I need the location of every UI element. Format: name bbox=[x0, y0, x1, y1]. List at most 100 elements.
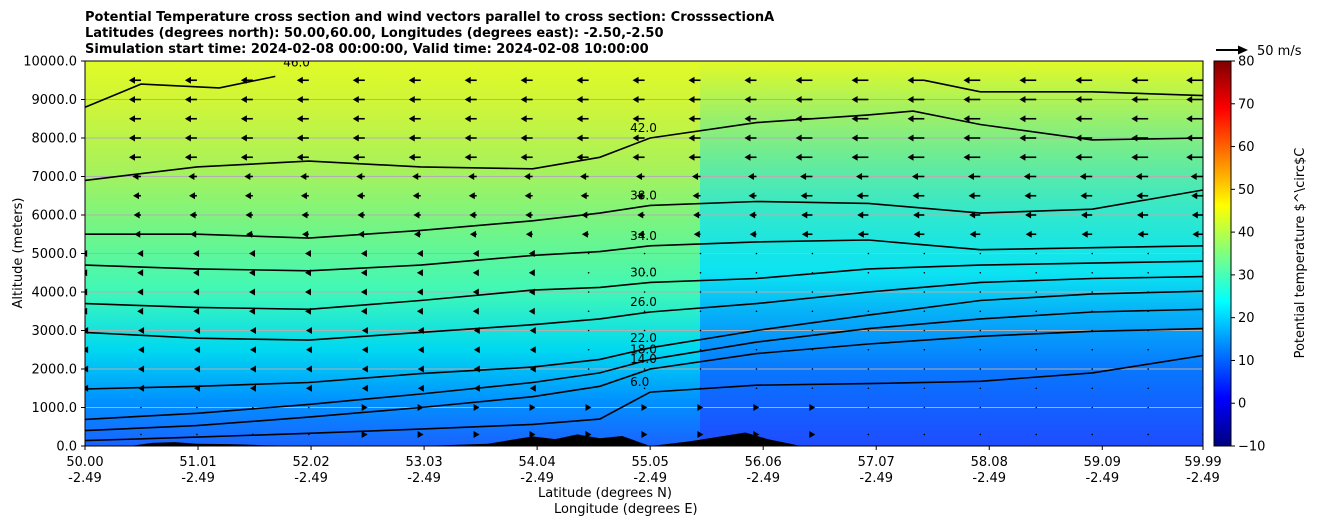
wind-vector bbox=[923, 387, 926, 390]
x-tick-label-lat: 53.03 bbox=[405, 455, 442, 470]
wind-vector bbox=[744, 153, 757, 161]
x-tick-label-lon: -2.49 bbox=[859, 471, 893, 486]
x-tick-label-lat: 59.99 bbox=[1184, 455, 1221, 470]
wind-vector bbox=[968, 192, 981, 200]
wind-vector-head bbox=[417, 365, 424, 373]
wind-vector bbox=[1019, 115, 1037, 123]
wind-vector bbox=[1147, 406, 1149, 409]
x-tick-label-lon: -2.49 bbox=[972, 471, 1006, 486]
wind-vector bbox=[77, 192, 85, 199]
contour-line bbox=[85, 354, 1203, 442]
wind-vector bbox=[194, 327, 201, 334]
wind-vector bbox=[693, 211, 701, 219]
wind-vector-head bbox=[693, 211, 700, 219]
wind-vector bbox=[249, 384, 256, 392]
wind-vector bbox=[857, 230, 869, 238]
wind-vector bbox=[1075, 115, 1093, 123]
wind-vector bbox=[1091, 433, 1094, 436]
wind-vector bbox=[692, 192, 701, 200]
x-tick-label-lon: -2.49 bbox=[181, 471, 215, 486]
wind-vector-head bbox=[576, 96, 583, 103]
wind-vector-head bbox=[907, 134, 914, 142]
x-tick-label-lat: 55.05 bbox=[632, 455, 669, 470]
wind-vector bbox=[643, 271, 646, 274]
wind-vector-head bbox=[1075, 115, 1082, 123]
wind-vector-head bbox=[240, 115, 247, 123]
wind-vector-head bbox=[795, 76, 802, 84]
wind-vector bbox=[1025, 230, 1037, 238]
wind-vector bbox=[408, 96, 421, 103]
wind-vector-head bbox=[912, 192, 919, 200]
wind-vector bbox=[923, 368, 926, 370]
wind-vector bbox=[1131, 96, 1149, 103]
colorbar-label: Potential temperature $^\circ$C bbox=[1293, 148, 1308, 359]
wind-vector-head bbox=[417, 346, 424, 354]
wind-vector bbox=[417, 384, 424, 392]
wind-vector-head bbox=[1081, 211, 1088, 219]
wind-vector-head bbox=[408, 115, 415, 123]
wind-vector-head bbox=[249, 384, 256, 392]
wind-vector-head bbox=[305, 346, 312, 354]
wind-vector bbox=[304, 250, 311, 257]
wind-vector bbox=[133, 211, 141, 219]
wind-vector bbox=[587, 271, 590, 274]
wind-vector-head bbox=[800, 192, 807, 200]
wind-vector-head bbox=[968, 192, 975, 200]
x-tick-label-lat: 51.01 bbox=[179, 455, 216, 470]
wind-vector-head bbox=[1025, 211, 1032, 219]
wind-vector bbox=[867, 329, 870, 332]
wind-vector-head bbox=[305, 327, 312, 334]
wind-vector-head bbox=[576, 115, 583, 123]
colorbar-tick-label: 0 bbox=[1238, 397, 1246, 412]
wind-vector bbox=[749, 230, 757, 238]
wind-vector bbox=[699, 291, 702, 293]
wind-vector-head bbox=[360, 250, 367, 257]
wind-vector-head bbox=[795, 96, 802, 103]
wind-vector bbox=[1147, 271, 1149, 274]
wind-vector bbox=[643, 387, 646, 390]
wind-vector bbox=[867, 252, 870, 255]
wind-vector-head bbox=[744, 153, 751, 161]
wind-vector-head bbox=[137, 307, 144, 315]
wind-vector-head bbox=[189, 211, 196, 219]
x-tick-label-lat: 56.06 bbox=[745, 455, 782, 470]
wind-vector bbox=[249, 288, 256, 296]
contour-label: 34.0 bbox=[630, 229, 657, 243]
wind-vector bbox=[469, 211, 477, 219]
wind-vector-head bbox=[1137, 230, 1144, 238]
wind-vector bbox=[193, 307, 200, 315]
wind-vector-head bbox=[809, 430, 816, 438]
wind-vector bbox=[1075, 76, 1093, 84]
wind-vector bbox=[979, 387, 982, 390]
wind-vector-head bbox=[913, 230, 920, 238]
wind-vector bbox=[867, 310, 870, 313]
wind-vector bbox=[1075, 153, 1093, 161]
y-tick-label: 4000.0 bbox=[32, 286, 78, 301]
wind-vector bbox=[1091, 348, 1094, 351]
wind-vector bbox=[137, 288, 144, 296]
wind-vector bbox=[688, 115, 701, 123]
wind-vector-head bbox=[632, 115, 639, 123]
wind-vector bbox=[576, 96, 589, 103]
wind-vector bbox=[867, 433, 870, 436]
wind-vector bbox=[811, 329, 814, 332]
wind-vector bbox=[1147, 433, 1149, 436]
wind-vector bbox=[352, 153, 365, 161]
wind-vector bbox=[296, 134, 309, 142]
wind-vector bbox=[472, 288, 479, 296]
wind-vector bbox=[193, 288, 200, 296]
wind-vector bbox=[755, 271, 758, 274]
wind-vector bbox=[585, 404, 592, 411]
wind-vector bbox=[795, 153, 813, 161]
wind-vector-head bbox=[73, 77, 79, 84]
wind-vector bbox=[744, 115, 757, 123]
wind-vector-head bbox=[851, 96, 858, 103]
wind-vector-head bbox=[1186, 76, 1193, 84]
wind-vector-head bbox=[520, 96, 527, 103]
wind-vector-head bbox=[472, 307, 479, 315]
wind-vector-head bbox=[472, 250, 479, 257]
wind-vector-head bbox=[85, 307, 88, 315]
wind-vector-head bbox=[907, 115, 914, 123]
wind-vector-head bbox=[128, 115, 135, 123]
wind-vector bbox=[296, 115, 309, 123]
